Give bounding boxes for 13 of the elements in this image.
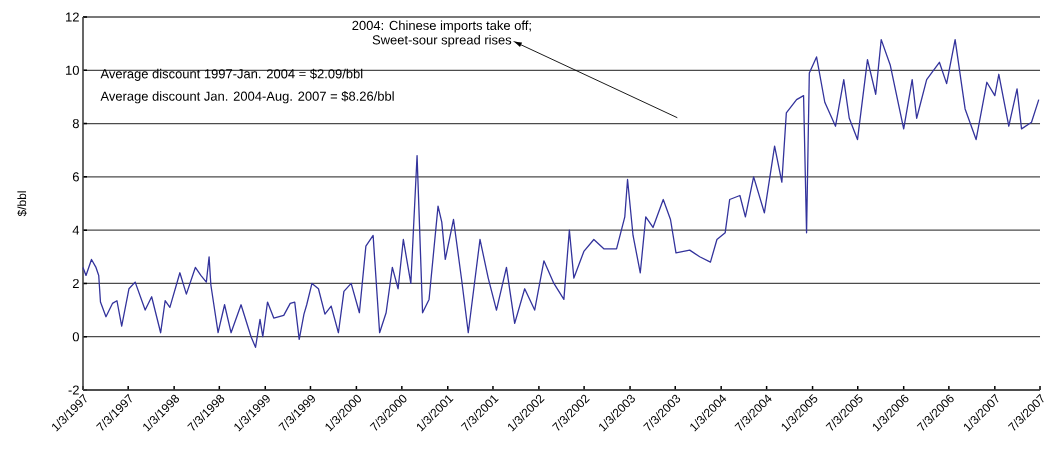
y-tick-label: -2 [68, 385, 79, 395]
annotation: Average discount Jan. 2004-Aug. 2007 = $8.26/bbl [100, 91, 394, 104]
annotation: 2004: Chinese imports take off; [352, 20, 531, 33]
y-axis-title: $/bbl [17, 191, 27, 217]
y-tick-label: 10 [66, 65, 79, 75]
y-tick-label: 4 [72, 225, 80, 235]
y-tick-label: 2 [72, 278, 79, 288]
annotation: Sweet-sour spread rises [372, 34, 512, 48]
annotation: Average discount 1997-Jan. 2004 = $2.09/bbl [100, 68, 363, 81]
y-tick-label: 12 [66, 12, 79, 22]
y-tick-label: 0 [72, 332, 79, 342]
y-tick-label: 8 [72, 118, 79, 129]
y-tick-label: 6 [72, 172, 79, 182]
